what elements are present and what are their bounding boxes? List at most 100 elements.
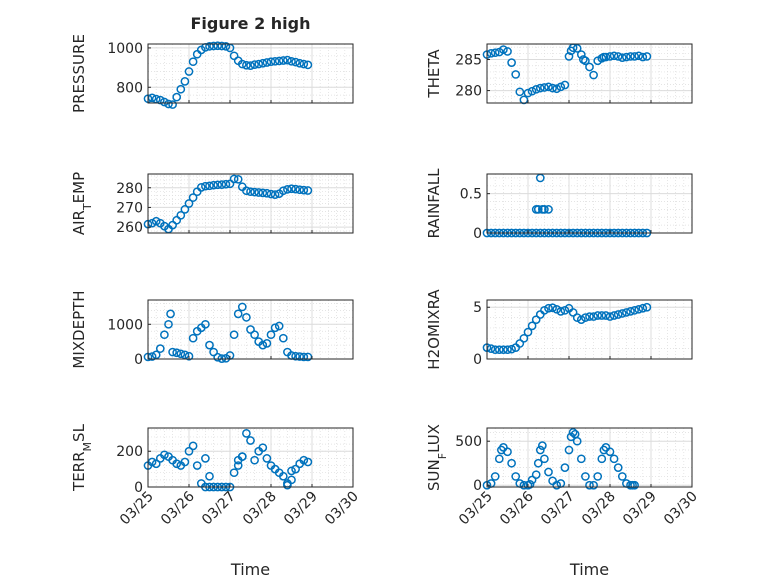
- data-point: [507, 58, 516, 67]
- y-tick-label: 280: [116, 181, 143, 197]
- data-point: [151, 216, 161, 226]
- data-point: [515, 339, 525, 348]
- data-point: [188, 441, 198, 451]
- data-point: [201, 454, 210, 463]
- figure-title: Figure 2 high: [191, 14, 311, 33]
- data-point: [172, 459, 182, 469]
- data-point: [180, 457, 190, 467]
- data-point: [626, 307, 635, 316]
- plot-area: [487, 44, 692, 103]
- data-point: [184, 199, 194, 208]
- data-point: [634, 51, 644, 61]
- axes-box: [147, 427, 354, 488]
- data-point: [548, 303, 557, 313]
- data-point: [527, 86, 537, 96]
- data-point: [209, 180, 218, 190]
- data-point: [499, 345, 508, 355]
- data-point: [601, 52, 611, 62]
- data-point: [523, 327, 533, 337]
- data-point: [531, 470, 541, 480]
- data-point: [507, 458, 516, 468]
- data-point: [303, 457, 313, 467]
- data-point: [544, 467, 553, 477]
- y-tick-label: 260: [116, 220, 143, 236]
- data-point: [258, 340, 268, 350]
- data-point: [511, 472, 521, 481]
- data-point: [258, 188, 268, 198]
- data-point: [250, 330, 259, 340]
- data-point: [184, 446, 194, 456]
- data-point: [622, 308, 631, 317]
- x-tick-label: 03/29: [620, 489, 660, 529]
- data-point: [160, 330, 169, 340]
- data-point: [548, 83, 557, 93]
- data-point: [184, 351, 194, 361]
- data-point: [233, 174, 243, 184]
- data-point: [494, 454, 504, 464]
- data-point: [188, 333, 198, 343]
- y-axis-label: TERRMSL: [70, 423, 94, 492]
- data-point: [622, 52, 631, 62]
- data-point: [209, 41, 218, 51]
- data-point: [242, 313, 251, 322]
- x-tick-label: 03/26: [158, 488, 198, 528]
- data-point: [295, 58, 305, 68]
- x-tick-label: 03/30: [322, 489, 362, 529]
- data-point: [229, 174, 239, 184]
- x-tick-label: 03/28: [240, 489, 280, 529]
- data-point: [533, 205, 543, 214]
- data-point: [192, 461, 202, 470]
- data-point: [523, 88, 533, 98]
- plot-area: [148, 300, 353, 359]
- data-point: [246, 436, 255, 445]
- data-point: [205, 340, 214, 350]
- data-point: [180, 77, 190, 86]
- data-point: [630, 52, 639, 61]
- data-point: [617, 472, 627, 481]
- data-point: [503, 447, 512, 457]
- data-point: [180, 350, 190, 360]
- data-point: [609, 311, 619, 320]
- data-point: [593, 311, 603, 320]
- x-tick-label: 03/27: [538, 489, 578, 529]
- axes-box: [486, 299, 693, 360]
- subplot-theta: 280 285 THETA: [425, 43, 693, 105]
- axes-box: [147, 299, 354, 360]
- x-axis-label: Time: [230, 560, 270, 579]
- data-point: [164, 319, 173, 329]
- data-point: [552, 480, 562, 490]
- data-point: [205, 471, 214, 481]
- data-point: [531, 315, 541, 325]
- data-point: [270, 323, 280, 333]
- data-point: [552, 84, 562, 94]
- data-point: [209, 347, 218, 357]
- x-tick-label: 03/27: [199, 489, 239, 529]
- data-point: [490, 48, 500, 58]
- data-point: [278, 56, 288, 65]
- data-point: [576, 50, 586, 59]
- data-point: [617, 309, 627, 318]
- data-point: [564, 52, 574, 61]
- data-point: [572, 313, 582, 322]
- data-point: [205, 181, 214, 191]
- data-point: [568, 308, 578, 317]
- data-point: [581, 472, 590, 481]
- data-point: [585, 62, 594, 72]
- data-point: [609, 51, 619, 61]
- data-point: [213, 41, 223, 51]
- y-tick-label: 285: [455, 53, 482, 69]
- y-tick-label: 0: [134, 480, 143, 496]
- data-point: [593, 472, 603, 481]
- data-point: [585, 480, 594, 490]
- data-point: [278, 333, 288, 343]
- y-tick-label: 5: [473, 300, 482, 316]
- plot-area: [487, 300, 692, 359]
- data-point: [229, 468, 239, 478]
- data-point: [576, 315, 586, 325]
- data-point: [283, 55, 292, 65]
- data-point: [303, 60, 313, 70]
- data-point: [283, 480, 292, 490]
- data-point: [560, 463, 570, 472]
- data-point: [609, 454, 619, 464]
